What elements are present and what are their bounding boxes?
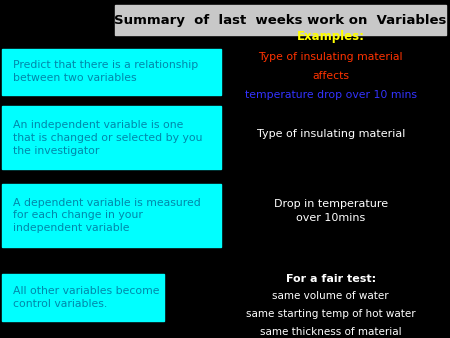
Text: Type of insulating material: Type of insulating material: [256, 128, 405, 139]
FancyBboxPatch shape: [2, 49, 220, 95]
Text: Examples:: Examples:: [297, 30, 365, 43]
FancyBboxPatch shape: [2, 106, 220, 169]
Text: Predict that there is a relationship
between two variables: Predict that there is a relationship bet…: [13, 61, 198, 83]
FancyBboxPatch shape: [115, 5, 446, 35]
Text: Summary  of  last  weeks work on  Variables: Summary of last weeks work on Variables: [114, 14, 446, 27]
FancyBboxPatch shape: [2, 184, 220, 247]
Text: Type of insulating material: Type of insulating material: [258, 52, 403, 63]
Text: same volume of water: same volume of water: [272, 291, 389, 301]
Text: same thickness of material: same thickness of material: [260, 327, 401, 337]
Text: For a fair test:: For a fair test:: [286, 274, 376, 284]
Text: All other variables become
control variables.: All other variables become control varia…: [13, 286, 159, 309]
Text: An independent variable is one
that is changed or selected by you
the investigat: An independent variable is one that is c…: [13, 120, 202, 155]
Text: affects: affects: [312, 71, 349, 81]
Text: same starting temp of hot water: same starting temp of hot water: [246, 309, 415, 319]
FancyBboxPatch shape: [2, 274, 164, 321]
Text: temperature drop over 10 mins: temperature drop over 10 mins: [245, 90, 417, 100]
Text: A dependent variable is measured
for each change in your
independent variable: A dependent variable is measured for eac…: [13, 198, 200, 233]
Text: Drop in temperature
over 10mins: Drop in temperature over 10mins: [274, 199, 388, 223]
